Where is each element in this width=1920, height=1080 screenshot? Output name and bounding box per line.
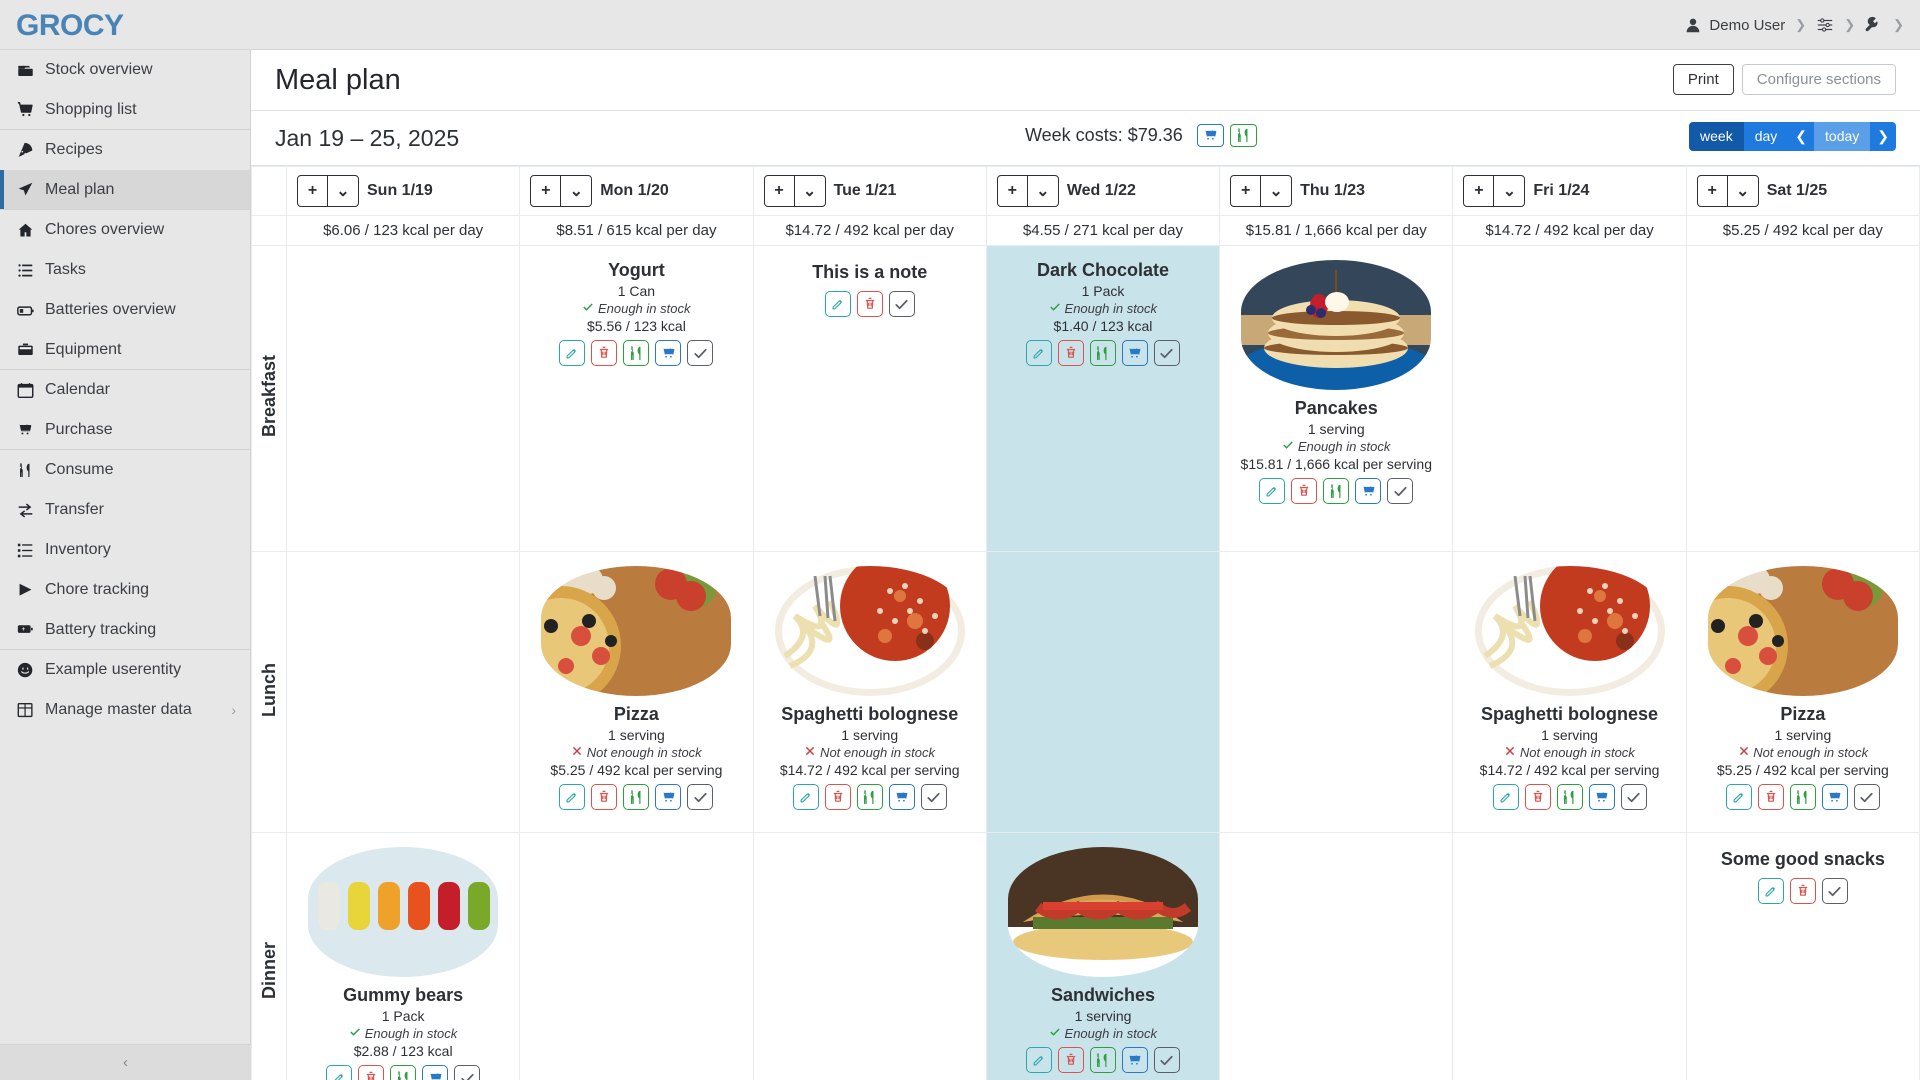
svg-text:+: + bbox=[21, 627, 25, 633]
